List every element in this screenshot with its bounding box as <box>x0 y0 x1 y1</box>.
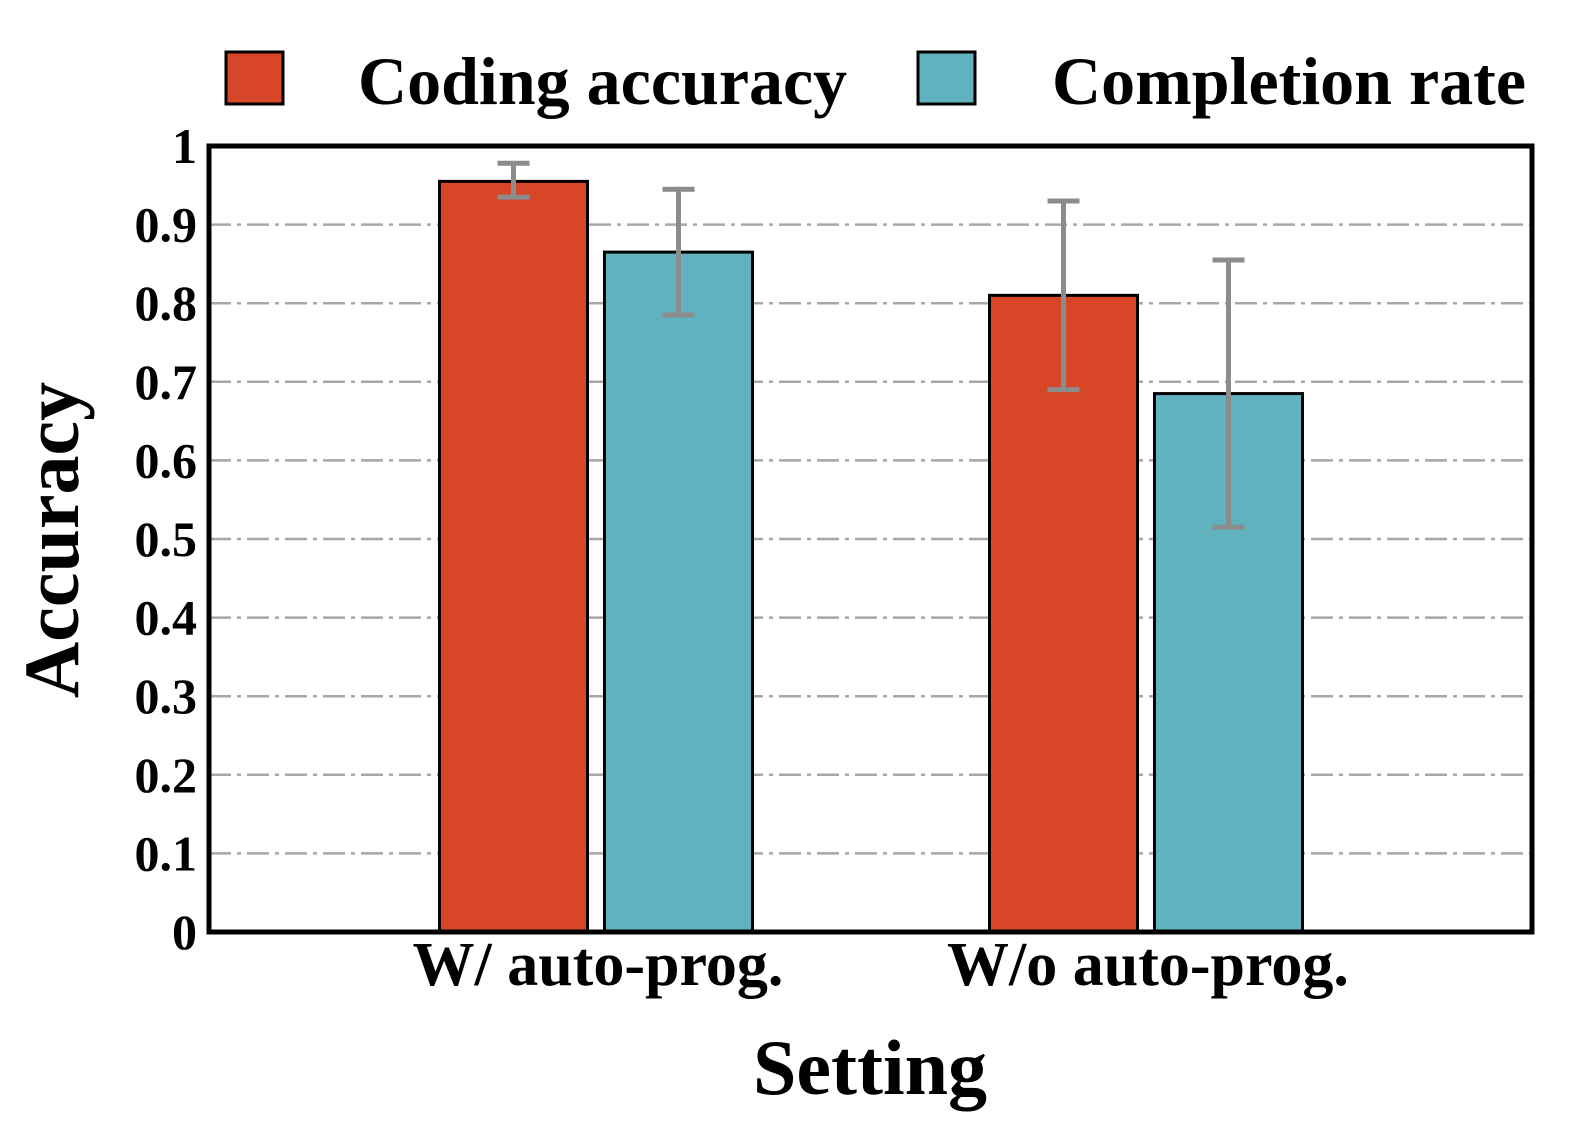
y-tick-label: 0 <box>172 904 197 960</box>
x-axis-title: Setting <box>753 1024 987 1111</box>
y-axis-title: Accuracy <box>8 382 95 698</box>
y-tick-label: 0.7 <box>135 354 198 410</box>
y-tick-labels: 0 0.1 0.2 0.3 0.4 0.5 0.6 0.7 0.8 0.9 1 <box>135 118 198 960</box>
legend-label: Completion rate <box>1052 43 1526 119</box>
y-tick-label: 0.1 <box>135 825 198 881</box>
legend-item: Coding accuracy <box>224 43 847 119</box>
y-tick-label: 0.8 <box>135 275 198 331</box>
y-tick-label: 0.3 <box>135 668 198 724</box>
y-tick-label: 0.6 <box>135 432 198 488</box>
error-bar <box>1212 257 1245 530</box>
error-bar <box>497 160 530 200</box>
x-category-labels: W/ auto-prog. W/o auto-prog. <box>413 931 1349 999</box>
legend: Coding accuracy Completion rate <box>224 43 1526 119</box>
y-tick-label: 0.4 <box>135 590 198 646</box>
error-bar <box>1047 198 1080 393</box>
grid-lines <box>209 223 1532 855</box>
plot-frame <box>206 143 1535 935</box>
legend-swatch <box>224 50 285 106</box>
bars <box>438 179 1304 934</box>
y-tick-label: 1 <box>172 118 197 174</box>
y-tick-label: 0.5 <box>135 511 198 567</box>
error-bar <box>662 186 695 318</box>
legend-swatch <box>916 50 977 106</box>
legend-label: Coding accuracy <box>358 43 847 119</box>
legend-item: Completion rate <box>916 43 1526 119</box>
bar <box>438 179 589 934</box>
error-bars <box>497 160 1245 530</box>
x-category-label: W/ auto-prog. <box>413 931 784 999</box>
bar <box>603 250 754 934</box>
y-tick-label: 0.9 <box>135 197 198 253</box>
y-tick-label: 0.2 <box>135 747 198 803</box>
bar <box>988 293 1139 934</box>
x-category-label: W/o auto-prog. <box>947 931 1349 999</box>
